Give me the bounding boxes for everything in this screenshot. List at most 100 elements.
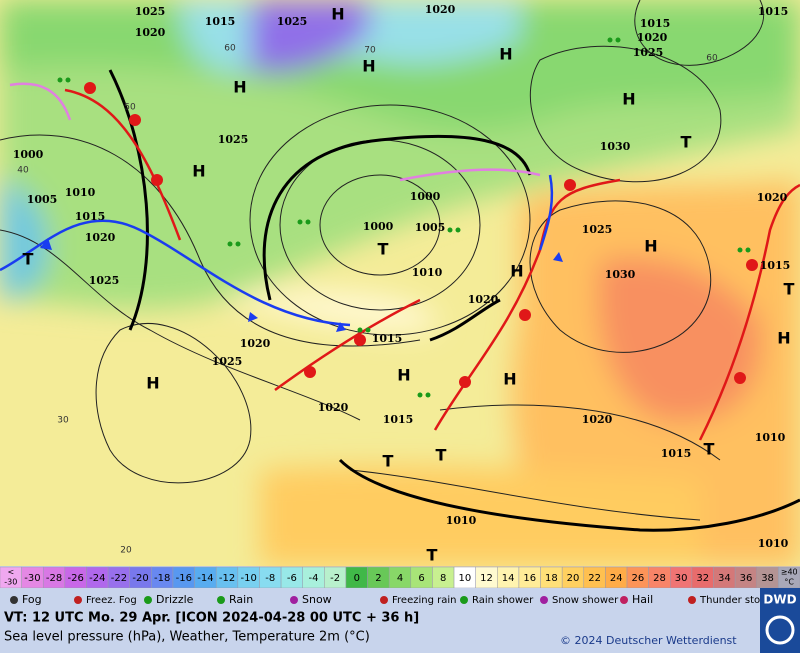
- pressure-label: 1015: [205, 15, 236, 28]
- low-center: T: [23, 250, 34, 269]
- pressure-label: 1015: [640, 17, 671, 30]
- isotherm-label: 50: [124, 103, 136, 113]
- pressure-label: 1010: [755, 431, 786, 444]
- scale-label: -26: [68, 573, 84, 584]
- pressure-label: 1025: [582, 223, 613, 236]
- pressure-label: 1030: [605, 268, 636, 281]
- scale-label: 38: [761, 573, 774, 584]
- weather-label: Rain shower: [472, 595, 534, 606]
- pressure-label: 1015: [760, 259, 791, 272]
- pressure-label: 1010: [412, 266, 443, 279]
- pressure-label: 1010: [446, 514, 477, 527]
- scale-label: -4: [309, 573, 319, 584]
- isotherm-label: 20: [120, 546, 132, 556]
- scale-label: 30: [675, 573, 688, 584]
- weather-label: Freezing rain: [392, 595, 456, 606]
- scale-label: 14: [502, 573, 515, 584]
- scale-label: -6: [287, 573, 297, 584]
- weather-icon: [74, 596, 82, 604]
- scale-label: 18: [545, 573, 558, 584]
- pressure-label: 1020: [135, 26, 166, 39]
- scale-label: 6: [418, 573, 424, 584]
- scale-label: 10: [458, 573, 471, 584]
- pressure-label: 1020: [637, 31, 668, 44]
- isotherm-label: 60: [224, 44, 236, 54]
- pressure-label: 1025: [277, 15, 308, 28]
- pressure-label: 1015: [372, 332, 403, 345]
- scale-label: -30: [4, 578, 17, 587]
- pressure-label: 1025: [633, 46, 664, 59]
- scale-label: 12: [480, 573, 493, 584]
- scale-label: -12: [219, 573, 235, 584]
- scale-label: ≥40: [781, 568, 798, 577]
- high-center: H: [192, 162, 205, 181]
- logo-mark: [765, 615, 795, 645]
- legend-panel: [0, 588, 760, 653]
- high-center: H: [397, 366, 410, 385]
- pressure-label: 1030: [600, 140, 631, 153]
- weather-icon: [460, 596, 468, 604]
- high-center: H: [777, 329, 790, 348]
- temperature-field: [0, 0, 800, 566]
- weather-label: Fog: [22, 593, 42, 606]
- pressure-label: 1020: [757, 191, 788, 204]
- scale-label: 8: [440, 573, 446, 584]
- copyright: © 2024 Deutscher Wetterdienst: [560, 634, 737, 647]
- scale-label: 20: [567, 573, 580, 584]
- low-center: T: [383, 452, 394, 471]
- scale-label: -16: [176, 573, 192, 584]
- weather-label: Thunder storm: [699, 595, 774, 606]
- pressure-label: 1005: [415, 221, 446, 234]
- pressure-label: 1020: [582, 413, 613, 426]
- isotherm-label: 40: [17, 166, 29, 176]
- scale-label: -22: [111, 573, 127, 584]
- scale-label: 24: [610, 573, 623, 584]
- pressure-label: 1015: [661, 447, 692, 460]
- weather-icon: [620, 596, 628, 604]
- high-center: H: [331, 5, 344, 24]
- pressure-label: 1000: [13, 148, 44, 161]
- pressure-label: 1025: [212, 355, 243, 368]
- pressure-label: 1025: [89, 274, 120, 287]
- weather-legend: Fog Freez. Fog Drizzle Rain Snow Freezing rai…: [10, 593, 774, 606]
- pressure-label: 1020: [85, 231, 116, 244]
- scale-label: 28: [653, 573, 666, 584]
- scale-label: 4: [397, 573, 403, 584]
- low-center: T: [681, 133, 692, 152]
- pressure-label: 1000: [363, 220, 394, 233]
- scale-label: -28: [46, 573, 62, 584]
- weather-icon: [217, 596, 225, 604]
- pressure-label: 1015: [383, 413, 414, 426]
- low-center: T: [436, 446, 447, 465]
- pressure-label: 1010: [65, 186, 96, 199]
- isotherm-label: 70: [364, 46, 376, 56]
- weather-icon: [380, 596, 388, 604]
- description: Sea level pressure (hPa), Weather, Tempe…: [4, 630, 370, 645]
- weather-icon: [688, 596, 696, 604]
- high-center: H: [499, 45, 512, 64]
- scale-label: 16: [523, 573, 536, 584]
- isotherm-label: 60: [706, 54, 718, 64]
- weather-label: Freez. Fog: [86, 595, 137, 606]
- weather-label: Hail: [632, 593, 653, 606]
- high-center: H: [146, 374, 159, 393]
- weather-label: Rain: [229, 593, 253, 606]
- scale-label: -10: [240, 573, 256, 584]
- high-center: H: [622, 90, 635, 109]
- scale-label: -18: [154, 573, 170, 584]
- pressure-label: 1020: [468, 293, 499, 306]
- low-center: T: [427, 546, 438, 565]
- logo-text: DWD: [763, 593, 796, 607]
- low-center: T: [704, 440, 715, 459]
- pressure-label: 1020: [425, 3, 456, 16]
- high-center: H: [644, 237, 657, 256]
- pressure-label: 1015: [75, 210, 106, 223]
- weather-label: Snow: [302, 593, 332, 606]
- pressure-label: 1020: [318, 401, 349, 414]
- scale-label: 36: [740, 573, 753, 584]
- scale-label: 34: [718, 573, 731, 584]
- weather-icon: [290, 596, 298, 604]
- high-center: H: [233, 78, 246, 97]
